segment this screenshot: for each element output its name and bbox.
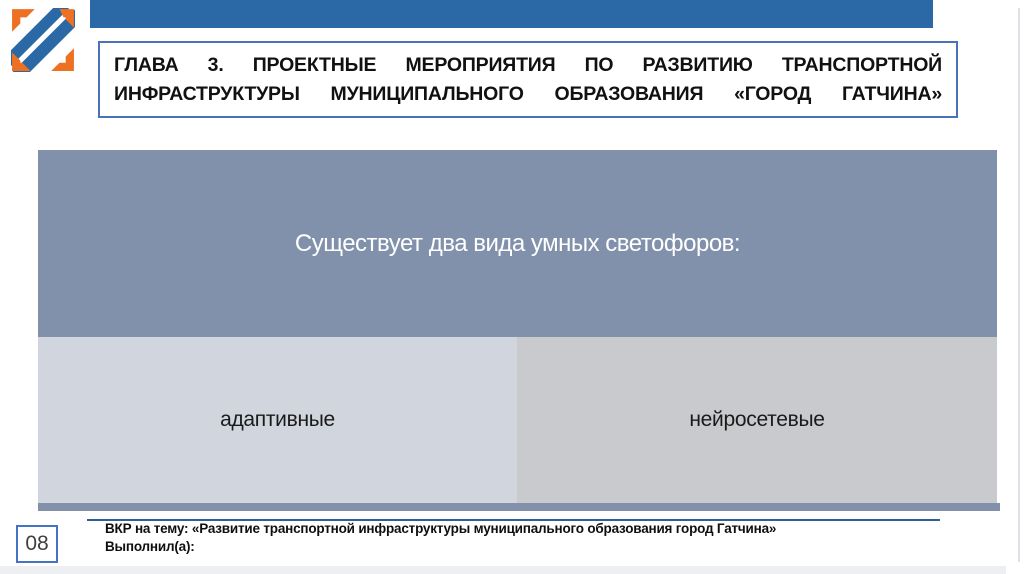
diagonal-stripes-icon (11, 8, 75, 72)
footer-text-block: ВКР на тему: «Развитие транспортной инфр… (105, 520, 825, 556)
content-shadow-strip (38, 503, 1000, 511)
statement-panel: Существует два вида умных светофоров: (38, 150, 997, 337)
type-label-adaptive: адаптивные (220, 408, 335, 431)
footer-divider-line (87, 519, 940, 521)
page-number: 08 (25, 532, 49, 555)
slide-title-line1: ГЛАВА 3. ПРОЕКТНЫЕ МЕРОПРИЯТИЯ ПО РАЗВИТ… (114, 53, 942, 76)
type-label-neural: нейросетевые (689, 408, 825, 431)
footer-line1: ВКР на тему: «Развитие транспортной инфр… (105, 521, 777, 536)
type-panel-neural: нейросетевые (517, 337, 997, 503)
right-edge-line (1018, 8, 1020, 562)
logo (10, 7, 76, 73)
slide-title-box: ГЛАВА 3. ПРОЕКТНЫЕ МЕРОПРИЯТИЯ ПО РАЗВИТ… (98, 41, 958, 118)
bottom-edge-strip (0, 566, 1006, 574)
page-number-box: 08 (16, 525, 58, 563)
statement-text: Существует два вида умных светофоров: (294, 229, 741, 257)
slide-title-line2: ИНФРАСТРУКТУРЫ МУНИЦИПАЛЬНОГО ОБРАЗОВАНИ… (114, 82, 942, 105)
footer-line2: Выполнил(а): (105, 539, 195, 554)
top-accent-bar (90, 0, 933, 28)
type-panel-adaptive: адаптивные (38, 337, 517, 503)
